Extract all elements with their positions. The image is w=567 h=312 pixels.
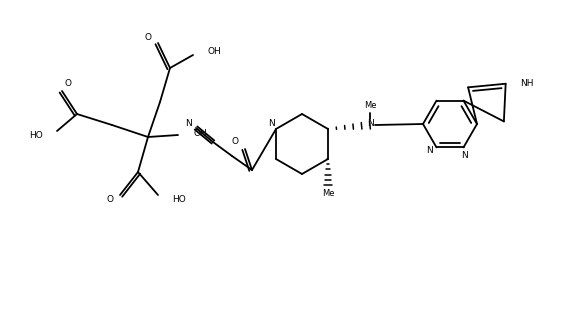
Text: N: N [185, 119, 192, 128]
Text: O: O [145, 33, 151, 42]
Text: N: N [268, 119, 274, 128]
Text: O: O [107, 196, 113, 204]
Text: HO: HO [29, 130, 43, 139]
Text: OH: OH [194, 129, 208, 138]
Text: O: O [65, 79, 71, 87]
Text: N: N [426, 146, 433, 155]
Text: Me: Me [321, 188, 334, 197]
Text: OH: OH [207, 47, 221, 56]
Text: Me: Me [364, 100, 376, 110]
Text: N: N [461, 151, 468, 160]
Text: NH: NH [520, 79, 533, 88]
Text: N: N [367, 119, 374, 129]
Text: O: O [231, 137, 239, 145]
Text: HO: HO [172, 194, 186, 203]
